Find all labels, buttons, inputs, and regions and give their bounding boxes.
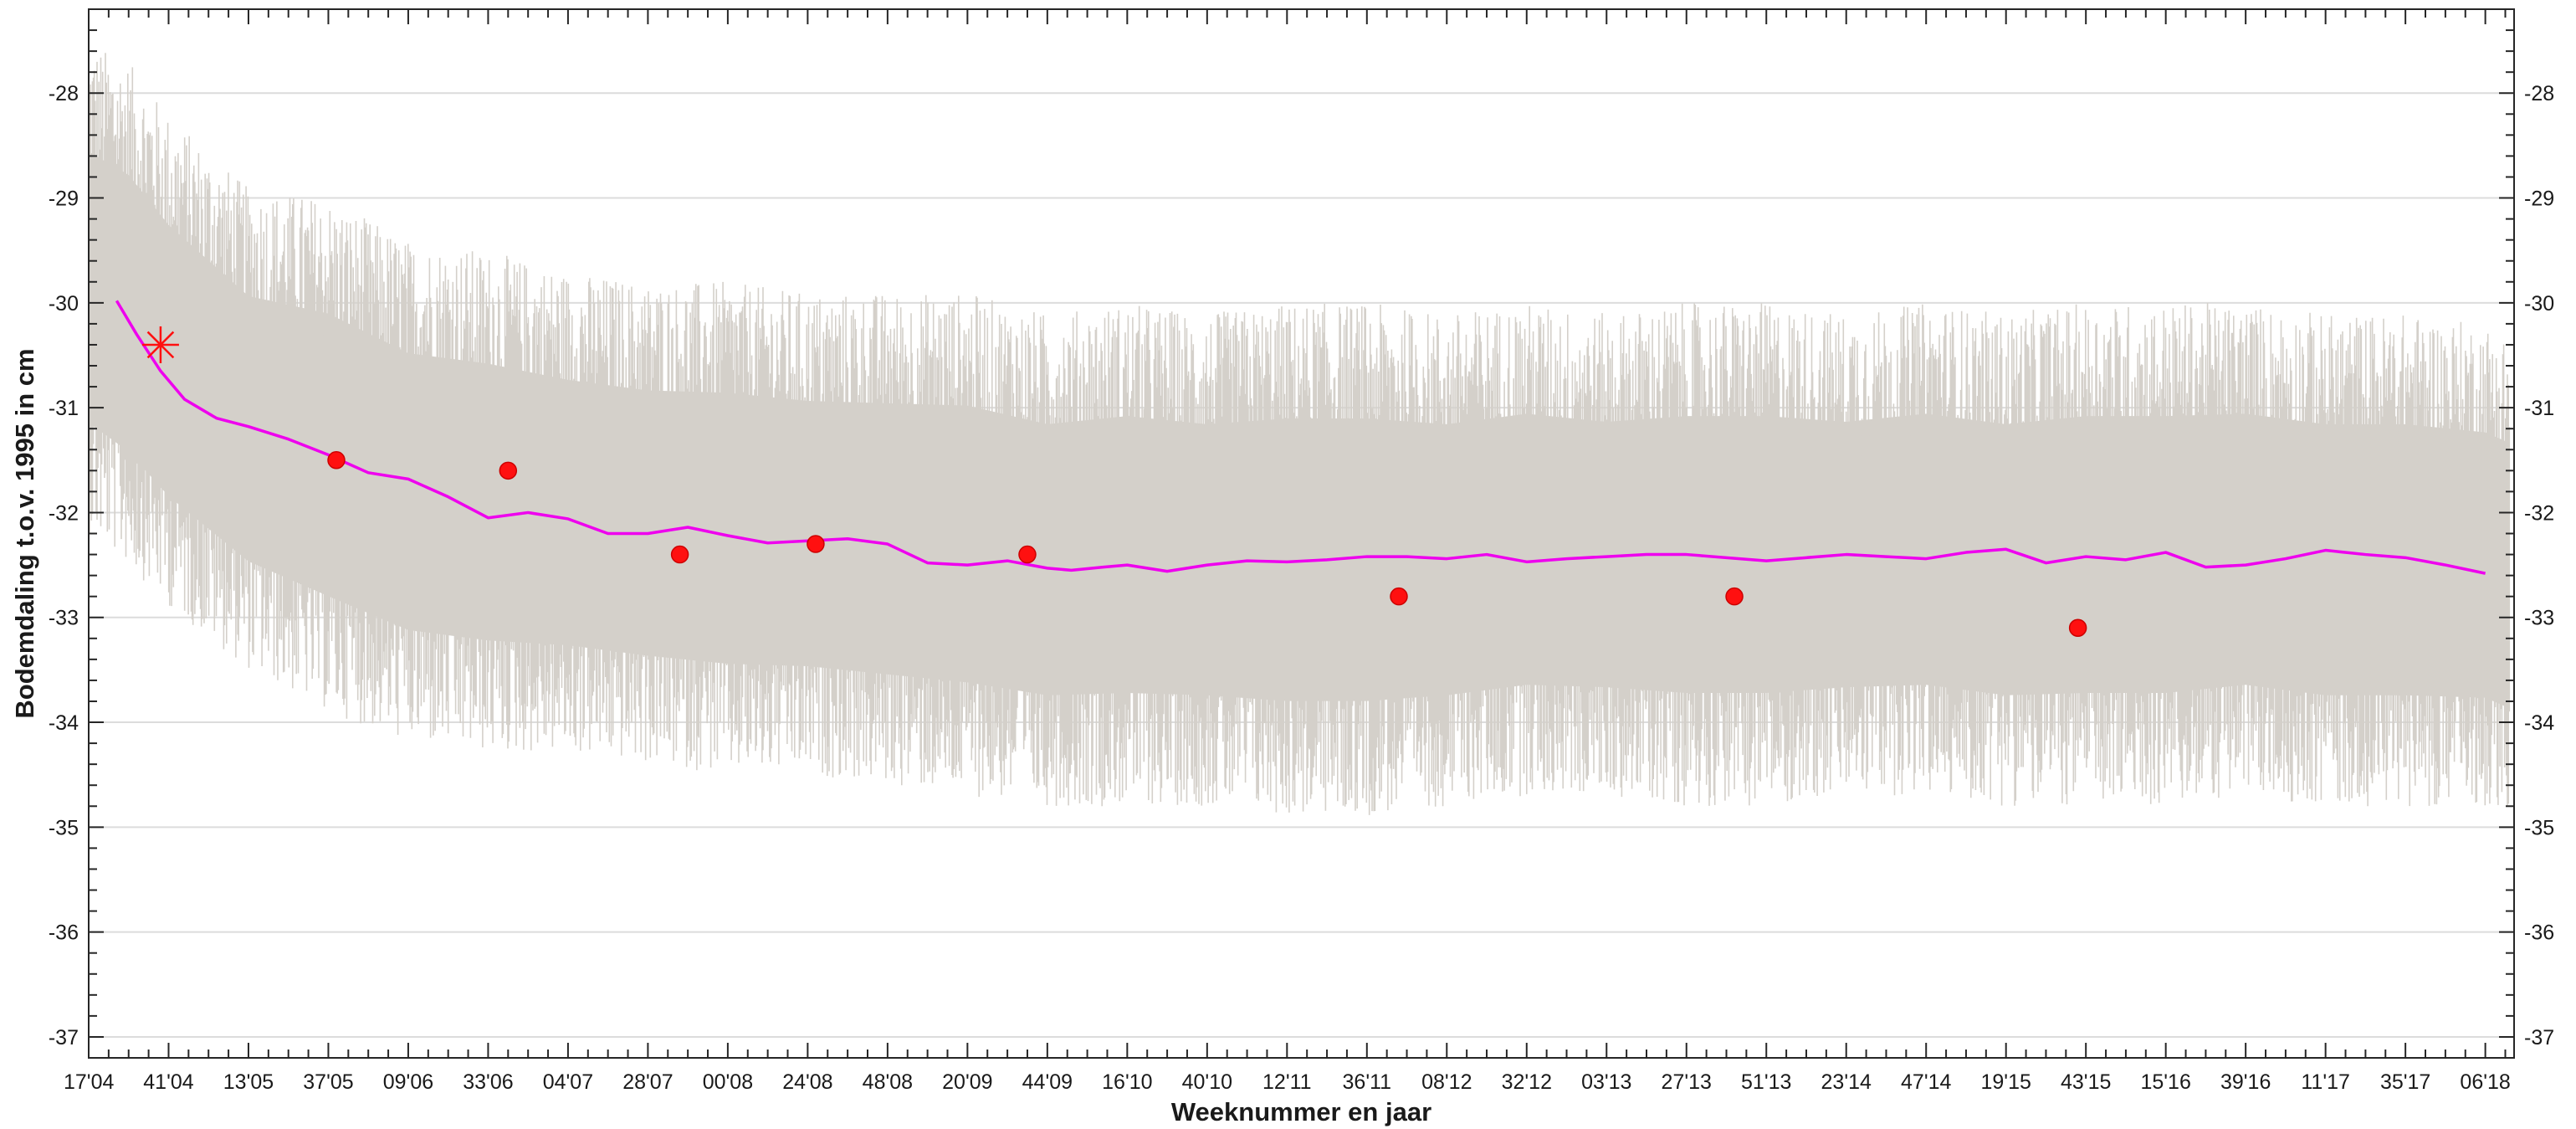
- x-tick-label: 44'09: [1022, 1070, 1073, 1094]
- reference-star-marker: [141, 326, 179, 363]
- y-tick-label-left: -30: [49, 292, 79, 316]
- x-tick-label: 09'06: [383, 1070, 433, 1094]
- y-tick-label-right: -35: [2524, 816, 2554, 839]
- survey-points-series: [327, 451, 2087, 638]
- y-tick-label-right: -36: [2524, 921, 2554, 945]
- y-tick-label-left: -36: [49, 921, 79, 945]
- y-tick-label-right: -31: [2524, 397, 2554, 420]
- x-tick-label: 08'12: [1421, 1070, 1472, 1094]
- x-tick-label: 13'05: [223, 1070, 274, 1094]
- x-tick-label: 36'11: [1343, 1070, 1392, 1094]
- x-tick-label: 41'04: [143, 1070, 193, 1094]
- x-tick-label: 51'13: [1741, 1070, 1791, 1094]
- trend-line: [115, 300, 2486, 575]
- survey-point: [327, 451, 346, 470]
- y-tick-label-left: -33: [49, 607, 79, 630]
- survey-point: [670, 545, 689, 564]
- axes: [88, 8, 2515, 1059]
- x-tick-label: 39'16: [2220, 1070, 2271, 1094]
- x-tick-label: 32'12: [1502, 1070, 1552, 1094]
- measurement-band-series: [88, 53, 2511, 815]
- x-tick-label: 12'11: [1262, 1070, 1312, 1094]
- survey-point: [807, 535, 825, 553]
- y-tick-label-right: -33: [2524, 607, 2554, 630]
- survey-point: [1390, 587, 1408, 606]
- x-tick-label: 03'13: [1581, 1070, 1631, 1094]
- x-tick-label: 15'16: [2140, 1070, 2190, 1094]
- survey-point: [1725, 587, 1744, 606]
- y-tick-label-left: -29: [49, 187, 79, 211]
- reference-star-series: [141, 326, 179, 363]
- y-tick-label-left: -35: [49, 816, 79, 839]
- x-axis-title: Weeknummer en jaar: [1171, 1097, 1431, 1126]
- y-tick-label-right: -28: [2524, 82, 2554, 105]
- x-tick-label: 20'09: [942, 1070, 992, 1094]
- y-tick-label-left: -28: [49, 82, 79, 105]
- x-tick-label: 48'08: [863, 1070, 913, 1094]
- y-tick-label-right: -30: [2524, 292, 2554, 316]
- x-tick-label: 37'05: [303, 1070, 353, 1094]
- x-tick-label: 28'07: [622, 1070, 673, 1094]
- series-layer: [88, 53, 2511, 815]
- y-tick-label-right: -34: [2524, 711, 2554, 735]
- x-tick-label: 43'15: [2061, 1070, 2111, 1094]
- y-tick-label-right: -32: [2524, 501, 2554, 525]
- star-stroke: [146, 331, 175, 359]
- survey-point: [2068, 618, 2087, 638]
- y-tick-label-right: -37: [2524, 1026, 2554, 1049]
- y-tick-label-left: -31: [49, 397, 79, 420]
- survey-point: [499, 461, 518, 480]
- x-tick-label: 40'10: [1182, 1070, 1232, 1094]
- x-tick-label: 27'13: [1662, 1070, 1712, 1094]
- y-tick-label-left: -32: [49, 501, 79, 525]
- y-tick-label-right: -29: [2524, 187, 2554, 211]
- y-tick-label-left: -37: [49, 1026, 79, 1049]
- x-tick-label: 23'14: [1821, 1070, 1872, 1094]
- x-tick-label: 47'14: [1901, 1070, 1951, 1094]
- x-tick-label: 16'10: [1102, 1070, 1152, 1094]
- x-tick-label: 17'04: [64, 1070, 114, 1094]
- y-axis-title: Bodemdaling t.o.v. 1995 in cm: [10, 348, 39, 718]
- x-tick-label: 04'07: [543, 1070, 593, 1094]
- x-tick-label: 35'17: [2380, 1070, 2430, 1094]
- y-tick-label-left: -34: [49, 711, 79, 735]
- x-tick-label: 06'18: [2460, 1070, 2510, 1094]
- tick-labels: -37 -37 -36 -36 -35 -35 -34 -34 -33 -33 -32 -32 -31 -…: [49, 82, 2554, 1094]
- x-tick-label: 24'08: [782, 1070, 832, 1094]
- survey-point: [1018, 545, 1037, 564]
- x-tick-label: 19'15: [1981, 1070, 2031, 1094]
- x-tick-label: 00'08: [703, 1070, 753, 1094]
- x-tick-label: 11'17: [2301, 1070, 2350, 1094]
- x-tick-label: 33'06: [463, 1070, 513, 1094]
